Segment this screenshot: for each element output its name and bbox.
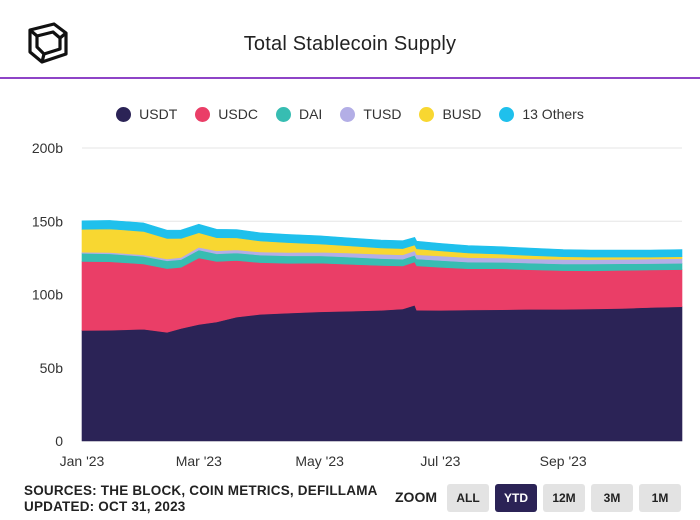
zoom-12m-button[interactable]: 12M xyxy=(543,484,585,512)
legend-swatch xyxy=(195,106,211,122)
legend-item-13-others[interactable]: 13 Others xyxy=(499,106,584,122)
header-divider xyxy=(0,77,700,79)
legend-swatch xyxy=(499,106,515,122)
legend-swatch xyxy=(116,106,132,122)
y-tick-label: 200b xyxy=(32,140,63,156)
zoom-ytd-button[interactable]: YTD xyxy=(495,484,537,512)
y-tick-label: 50b xyxy=(40,360,64,376)
legend-label: USDT xyxy=(139,106,178,122)
x-tick-label: May '23 xyxy=(295,453,344,469)
x-tick-label: Jan '23 xyxy=(60,453,105,469)
legend-label: TUSD xyxy=(363,106,402,122)
y-tick-label: 150b xyxy=(32,213,63,229)
stacked-area-chart: 0 50b 100b 150b 200b Jan '23 Mar '23 May '23 Jul… xyxy=(32,140,683,469)
chart-title: Total Stablecoin Supply xyxy=(243,33,457,55)
legend-swatch xyxy=(340,106,356,122)
chart-legend: USDT USDC DAI TUSD BUSD 13 Others xyxy=(0,106,700,122)
y-tick-label: 100b xyxy=(32,287,63,303)
x-tick-label: Jul '23 xyxy=(420,453,460,469)
legend-swatch xyxy=(419,106,435,122)
legend-item-tusd[interactable]: TUSD xyxy=(340,106,401,122)
legend-swatch xyxy=(275,106,291,122)
legend-label: USDC xyxy=(218,106,258,122)
x-tick-label: Sep '23 xyxy=(540,453,587,469)
zoom-1m-button[interactable]: 1M xyxy=(639,484,681,512)
sources-text: SOURCES: THE BLOCK, COIN METRICS, DEFILL… xyxy=(24,483,378,498)
zoom-label: ZOOM xyxy=(395,489,437,505)
legend-label: DAI xyxy=(298,106,323,122)
legend-item-dai[interactable]: DAI xyxy=(275,106,323,122)
x-tick-label: Mar '23 xyxy=(176,453,222,469)
legend-label: BUSD xyxy=(442,106,482,122)
y-tick-label: 0 xyxy=(55,433,63,449)
the-block-logo xyxy=(28,22,68,64)
legend-item-usdt[interactable]: USDT xyxy=(116,106,177,122)
zoom-3m-button[interactable]: 3M xyxy=(591,484,633,512)
legend-label: 13 Others xyxy=(522,106,584,122)
updated-text: UPDATED: OCT 31, 2023 xyxy=(24,499,186,514)
sources-note: SOURCES: THE BLOCK, COIN METRICS, DEFILL… xyxy=(24,483,378,515)
legend-item-busd[interactable]: BUSD xyxy=(419,106,481,122)
area-series-13-others[interactable] xyxy=(81,220,683,258)
legend-item-usdc[interactable]: USDC xyxy=(195,106,258,122)
zoom-all-button[interactable]: ALL xyxy=(447,484,489,512)
